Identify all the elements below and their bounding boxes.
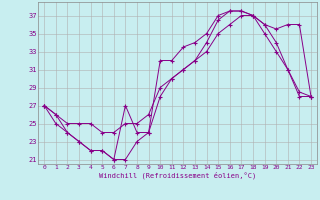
- X-axis label: Windchill (Refroidissement éolien,°C): Windchill (Refroidissement éolien,°C): [99, 172, 256, 179]
